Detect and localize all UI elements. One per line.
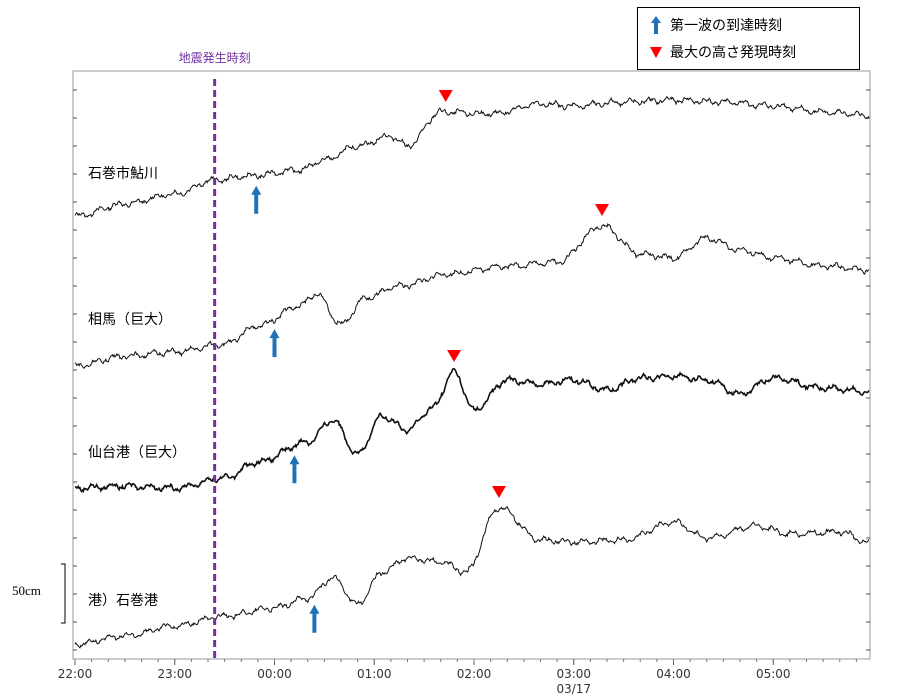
x-tick-label: 23:00 (157, 667, 192, 681)
legend-item-first-wave: 第一波の到達時刻 (648, 14, 782, 36)
x-tick-label: 00:00 (257, 667, 292, 681)
legend: 第一波の到達時刻 最大の高さ発現時刻 (637, 7, 860, 70)
series-label: 港）石巻港 (88, 593, 158, 609)
series-line (74, 506, 870, 649)
first-wave-arrow (269, 329, 280, 358)
series-label: 相馬（巨大） (88, 312, 172, 328)
x-tick-label: 04:00 (656, 667, 691, 681)
plot-frame (72, 70, 871, 660)
marker-layer (251, 90, 610, 633)
earthquake-time-label: 地震発生時刻 (179, 51, 251, 65)
legend-label: 最大の高さ発現時刻 (670, 45, 796, 61)
series-label: 石巻市鮎川 (88, 165, 158, 182)
max-height-triangle (595, 204, 610, 216)
x-tick-label: 03:00 (556, 667, 591, 681)
series-line (74, 367, 870, 494)
scale-bar-label: 50cm (12, 583, 41, 598)
blue-arrow-icon (648, 15, 664, 35)
legend-label: 第一波の到達時刻 (670, 18, 782, 34)
max-height-triangle (491, 486, 506, 498)
x-tick-label: 05:00 (756, 667, 791, 681)
scale-bar: 50cm (12, 563, 66, 624)
first-wave-arrow (309, 604, 320, 633)
series-label: 仙台港（巨大） (88, 445, 186, 461)
x-sublabel: 03/17 (556, 682, 591, 696)
red-triangle-icon (648, 42, 664, 62)
x-tick-label: 02:00 (457, 667, 492, 681)
x-tick-label: 22:00 (58, 667, 93, 681)
event-layer: 地震発生時刻 (179, 51, 251, 659)
max-height-triangle (438, 90, 453, 103)
max-height-triangle (447, 350, 462, 362)
legend-item-max-height: 最大の高さ発現時刻 (648, 41, 796, 63)
first-wave-arrow (251, 185, 262, 214)
x-tick-label: 01:00 (357, 667, 392, 681)
y-ticks (73, 89, 870, 651)
first-wave-arrow (289, 455, 300, 484)
x-axis: 22:00 23:00 00:00 01:00 02:00 03:00 04:00 05:00… (58, 659, 857, 696)
series-line (74, 95, 870, 218)
series-line (74, 222, 870, 369)
